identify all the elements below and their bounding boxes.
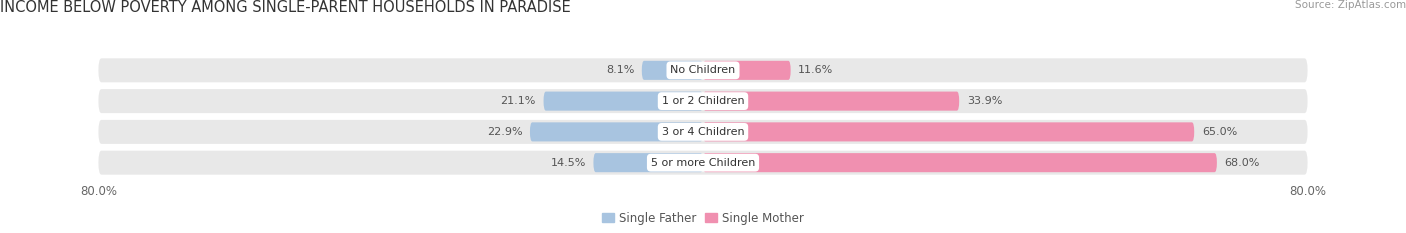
Text: 33.9%: 33.9% (967, 96, 1002, 106)
Text: 22.9%: 22.9% (486, 127, 523, 137)
Text: 3 or 4 Children: 3 or 4 Children (662, 127, 744, 137)
Text: Source: ZipAtlas.com: Source: ZipAtlas.com (1295, 0, 1406, 10)
Text: 14.5%: 14.5% (551, 158, 586, 168)
FancyBboxPatch shape (593, 153, 703, 172)
FancyBboxPatch shape (98, 89, 1308, 113)
FancyBboxPatch shape (703, 122, 1194, 141)
FancyBboxPatch shape (641, 61, 703, 80)
Text: INCOME BELOW POVERTY AMONG SINGLE-PARENT HOUSEHOLDS IN PARADISE: INCOME BELOW POVERTY AMONG SINGLE-PARENT… (0, 0, 571, 15)
Text: 8.1%: 8.1% (606, 65, 634, 75)
Text: 11.6%: 11.6% (799, 65, 834, 75)
Text: 21.1%: 21.1% (501, 96, 536, 106)
FancyBboxPatch shape (530, 122, 703, 141)
Text: 5 or more Children: 5 or more Children (651, 158, 755, 168)
FancyBboxPatch shape (703, 61, 790, 80)
Text: 1 or 2 Children: 1 or 2 Children (662, 96, 744, 106)
Text: No Children: No Children (671, 65, 735, 75)
Text: 68.0%: 68.0% (1225, 158, 1260, 168)
Text: 65.0%: 65.0% (1202, 127, 1237, 137)
FancyBboxPatch shape (703, 92, 959, 111)
FancyBboxPatch shape (98, 151, 1308, 175)
Legend: Single Father, Single Mother: Single Father, Single Mother (598, 207, 808, 230)
FancyBboxPatch shape (703, 153, 1218, 172)
FancyBboxPatch shape (98, 120, 1308, 144)
FancyBboxPatch shape (98, 58, 1308, 82)
FancyBboxPatch shape (544, 92, 703, 111)
